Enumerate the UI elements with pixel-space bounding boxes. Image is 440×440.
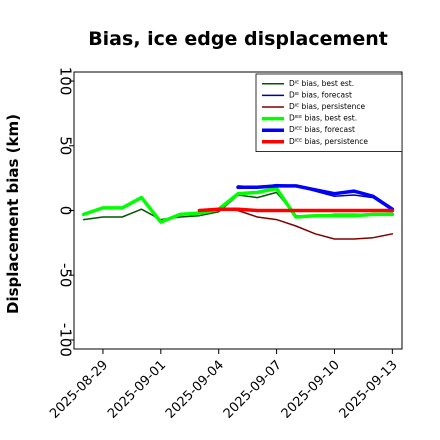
legend-box: [255, 73, 403, 152]
series-line-5: [236, 184, 395, 211]
legend-label: Dᴵᴱᴱ bias, best est.: [289, 114, 357, 123]
legend-label: Dᴵᴱ bias, forecast: [289, 90, 352, 99]
chart-title: Bias, ice edge displacement: [88, 28, 388, 50]
x-tick-label: 2025-09-07: [221, 358, 285, 422]
y-tick-label: 100: [57, 67, 75, 96]
y-tick-label: -100: [57, 323, 75, 357]
x-tick-label: 2025-08-29: [47, 358, 111, 422]
x-axis-ticks: 2025-08-292025-09-012025-09-042025-09-07…: [47, 349, 401, 422]
y-tick-label: 50: [57, 136, 75, 155]
legend: Dᴵᴱ bias, best est. Dᴵᴱ bias, forecast Dᴵᴱ…: [255, 73, 403, 152]
y-tick-label: -50: [57, 263, 75, 288]
series-line-4: [81, 186, 395, 224]
legend-label: Dᴵᴱᴱ bias, forecast: [289, 125, 355, 134]
legend-label: Dᴵᴱ bias, best est.: [289, 79, 354, 88]
x-tick-label: 2025-09-13: [337, 358, 401, 422]
x-tick-label: 2025-09-04: [163, 358, 227, 422]
y-axis-label: Displacement bias (km): [4, 114, 22, 314]
legend-label: Dᴵᴱ bias, persistence: [289, 102, 365, 111]
x-tick-label: 2025-09-10: [279, 358, 343, 422]
y-tick-label: 0: [57, 206, 75, 216]
x-tick-label: 2025-09-01: [105, 358, 169, 422]
series-line-6: [197, 207, 395, 213]
legend-label: Dᴵᴱᴱ bias, persistence: [289, 137, 368, 146]
series-lines: [81, 183, 395, 240]
y-axis-ticks: -100 -50 0 50 100: [57, 67, 75, 357]
